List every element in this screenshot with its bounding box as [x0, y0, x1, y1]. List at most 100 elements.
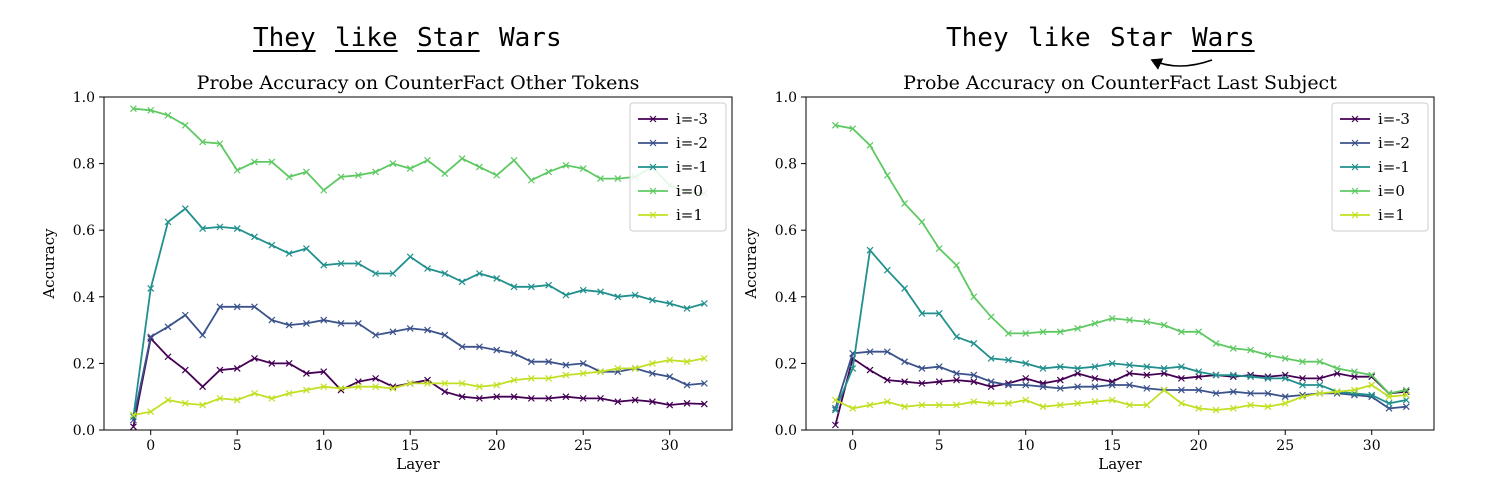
data-point — [337, 260, 345, 267]
data-point — [901, 200, 909, 207]
y-tick-label: 1.0 — [775, 90, 797, 106]
data-point — [268, 316, 276, 324]
caption-word: They — [253, 23, 316, 53]
y-axis-label: Accuracy — [40, 228, 58, 300]
data-point — [1177, 374, 1185, 382]
plot-frame — [103, 96, 733, 431]
data-point — [1091, 320, 1099, 327]
data-point — [883, 398, 891, 406]
data-point — [562, 361, 570, 369]
data-point — [953, 261, 960, 269]
data-point — [458, 393, 466, 401]
x-tick-label: 30 — [1363, 438, 1381, 454]
data-point — [1056, 328, 1064, 336]
data-point — [199, 383, 207, 391]
data-point — [320, 186, 328, 194]
data-point — [354, 320, 362, 327]
series-line — [834, 248, 1407, 411]
data-point — [648, 398, 656, 406]
data-point — [216, 223, 224, 231]
data-point — [320, 261, 328, 269]
data-point — [1074, 325, 1082, 332]
data-point — [918, 401, 926, 409]
data-point — [683, 358, 691, 366]
data-point — [1160, 321, 1168, 329]
data-point — [475, 343, 483, 351]
chart-right: Probe Accuracy on CounterFact Last Subje… — [742, 72, 1435, 473]
data-point — [901, 403, 909, 411]
data-point — [1350, 373, 1358, 381]
caption-right: They like Star Wars — [946, 23, 1255, 70]
caption-word: Star — [1110, 23, 1173, 53]
data-point — [1022, 330, 1030, 337]
data-point — [1333, 388, 1341, 396]
legend-label: i=0 — [1378, 182, 1405, 200]
data-point — [233, 225, 241, 232]
data-point — [1229, 388, 1237, 396]
data-point — [181, 311, 189, 319]
data-point — [849, 125, 857, 133]
data-point — [510, 156, 518, 164]
x-tick-label: 5 — [935, 438, 944, 454]
data-point — [389, 328, 397, 336]
data-point — [216, 303, 224, 311]
data-point — [527, 394, 535, 402]
data-point — [1195, 328, 1203, 336]
data-point — [164, 353, 172, 361]
data-point — [1195, 404, 1203, 412]
data-point — [199, 331, 207, 339]
data-point — [987, 313, 995, 321]
data-point — [953, 369, 960, 377]
data-point — [987, 399, 995, 407]
data-point — [458, 278, 466, 286]
data-point — [1264, 374, 1272, 382]
data-point — [475, 163, 483, 171]
data-point — [181, 121, 189, 129]
data-point — [831, 396, 839, 404]
data-point — [1056, 363, 1064, 371]
data-point — [987, 383, 995, 391]
data-point — [1143, 318, 1151, 326]
data-point — [199, 401, 207, 409]
data-point — [285, 359, 293, 367]
data-point — [1229, 344, 1237, 352]
data-point — [285, 389, 293, 397]
data-point — [1074, 369, 1082, 377]
data-point — [935, 363, 943, 371]
legend-box — [1331, 102, 1429, 232]
data-point — [1091, 383, 1099, 391]
data-point — [700, 354, 708, 362]
data-point — [562, 393, 570, 401]
data-point — [562, 161, 570, 169]
x-tick-label: 0 — [848, 438, 857, 454]
data-point — [1177, 399, 1185, 407]
data-point — [147, 408, 155, 416]
x-axis-label: Layer — [1098, 455, 1142, 473]
data-point — [683, 381, 691, 389]
data-point — [129, 411, 137, 419]
data-point — [527, 358, 535, 366]
y-tick-label: 0.0 — [775, 423, 797, 439]
legend-label: i=-2 — [1378, 134, 1410, 152]
data-point — [545, 394, 553, 402]
data-point — [1247, 373, 1255, 381]
data-point — [849, 364, 857, 372]
data-point — [1333, 364, 1341, 372]
data-point — [1074, 383, 1082, 391]
data-point — [1402, 391, 1410, 399]
chart-left: Probe Accuracy on CounterFact Other Toke… — [40, 72, 733, 473]
legend-marker — [1351, 211, 1359, 219]
data-point — [1143, 371, 1151, 379]
data-point — [666, 356, 674, 364]
data-point — [866, 366, 874, 374]
caption-word: like — [335, 23, 398, 53]
data-point — [562, 371, 570, 379]
data-point — [597, 175, 604, 183]
legend-marker — [1351, 139, 1359, 147]
data-point — [579, 369, 587, 377]
data-point — [1385, 393, 1393, 401]
data-point — [164, 218, 172, 226]
series-line — [133, 357, 705, 416]
data-point — [1091, 398, 1099, 406]
